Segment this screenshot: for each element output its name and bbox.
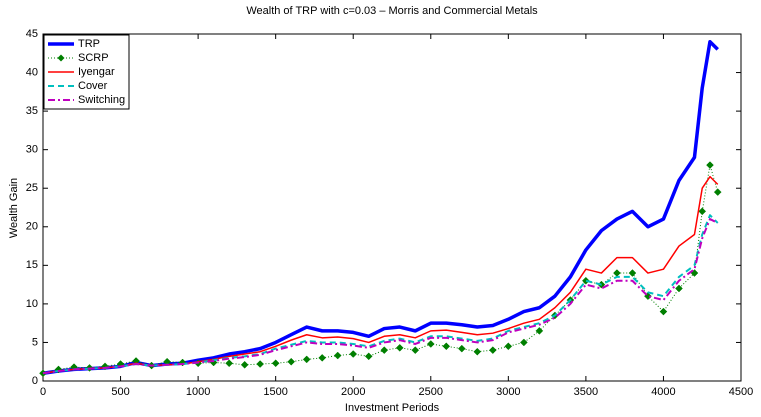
series-marker [582,276,590,285]
series-line [42,214,719,375]
series-marker [349,350,358,358]
series-marker [318,354,327,362]
series-marker [457,344,466,353]
series-marker [411,346,420,355]
x-tick-label: 3500 [574,386,598,398]
series-marker [225,359,233,368]
legend-label: Cover [78,80,108,92]
series-marker [713,188,722,196]
series-marker [488,346,497,355]
chart-title: Wealth of TRP with c=0.03 – Morris and C… [246,5,538,17]
series-marker [698,207,707,216]
series-marker [333,351,342,360]
legend-label: Iyengar [78,66,115,78]
y-tick-label: 10 [26,298,38,310]
series-marker [116,360,125,368]
y-tick-label: 40 [26,66,38,78]
x-axis-label: Investment Periods [345,402,440,414]
series-marker [380,346,389,355]
series-marker [659,307,668,316]
series-marker [395,343,404,352]
y-tick-label: 30 [26,144,38,156]
series-marker [256,360,265,368]
series-marker [302,355,311,364]
y-tick-label: 15 [26,259,38,271]
series-marker [271,359,280,368]
series-marker [504,342,513,351]
legend-marker [57,54,65,62]
series-marker [706,161,714,169]
legend-label: Switching [78,94,125,106]
series-marker [442,342,451,351]
series-marker [287,357,296,366]
x-tick-label: 500 [111,386,129,398]
y-axis-label: Wealth Gain [8,178,20,238]
series-line [42,218,719,375]
legend-label: SCRP [78,52,109,64]
y-tick-label: 25 [26,182,38,194]
y-tick-label: 0 [32,375,38,387]
y-tick-label: 45 [26,28,38,40]
series-marker [535,327,544,335]
series-marker [426,340,435,348]
plot-frame [42,33,742,382]
x-tick-label: 4500 [729,386,753,398]
y-tick-label: 5 [32,336,38,348]
series-marker [240,360,249,369]
series-marker [675,284,683,293]
series-marker [364,352,373,361]
series-marker [628,269,637,277]
x-tick-label: 1000 [186,386,210,398]
x-tick-label: 0 [40,386,46,398]
x-tick-label: 1500 [263,386,287,398]
x-tick-label: 2000 [341,386,365,398]
series-marker [519,338,528,347]
series-marker [473,347,482,356]
x-tick-label: 3000 [496,386,520,398]
y-tick-label: 20 [26,221,38,233]
x-tick-label: 4000 [651,386,675,398]
legend-label: TRP [78,38,100,50]
x-tick-label: 2500 [419,386,443,398]
y-tick-label: 35 [26,105,38,117]
